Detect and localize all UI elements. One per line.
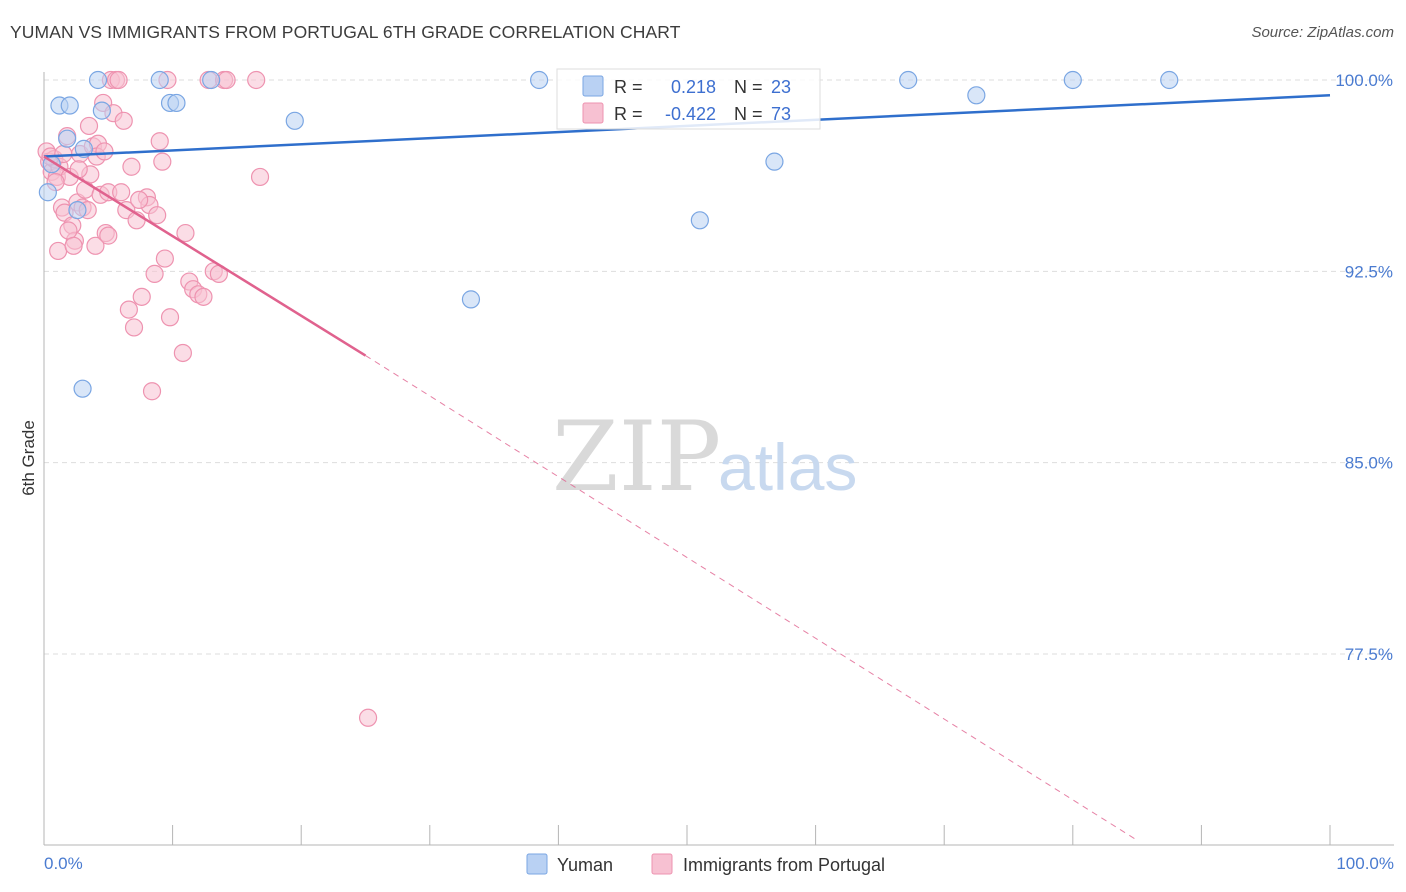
portugal-point-28 [109,70,128,90]
portugal-point-64 [79,116,99,136]
yuman-point-14 [285,111,304,130]
stats-yuman-r: 0.218 [671,77,716,97]
yuman-point-4 [58,129,77,148]
yuman-point-6 [92,101,111,120]
stats-legend: R = 0.218 N = 23 R = -0.422 N = 73 [556,68,821,130]
portugal-point-51 [194,287,213,306]
yuman-point-13 [202,70,221,90]
portugal-point-62 [59,221,78,240]
chart-title: YUMAN VS IMMIGRANTS FROM PORTUGAL 6TH GR… [10,22,681,42]
watermark-atlas: atlas [718,430,857,504]
portugal-point-19 [86,236,105,255]
portugal-point-33 [124,318,144,337]
source-label: Source: ZipAtlas.com [1251,24,1394,41]
portugal-trend-extension [365,355,1138,841]
stats-portugal-r: -0.422 [665,104,716,124]
portugal-point-31 [119,300,138,319]
grid-lines [44,79,1394,655]
y-tick-label-2: 85.0% [1345,454,1393,473]
portugal-point-38 [142,382,162,401]
y-tick-labels: 100.0% 92.5% 85.0% 77.5% [1335,71,1393,664]
yuman-point-12 [167,93,186,113]
yuman-points [38,70,1179,398]
portugal-point-68 [130,190,149,210]
y-axis-label: 6th Grade [19,420,38,496]
y-tick-label-1: 92.5% [1345,262,1393,281]
portugal-point-35 [132,287,151,306]
yuman-point-21 [1063,70,1082,90]
portugal-point-32 [122,157,141,176]
yuman-point-8 [68,201,87,220]
portugal-point-71 [95,142,114,161]
bottom-legend: Yuman Immigrants from Portugal [526,853,885,875]
yuman-point-17 [690,211,709,230]
portugal-point-15 [76,180,95,199]
stats-yuman-r-label: R = [614,77,643,97]
legend-label-portugal: Immigrants from Portugal [683,855,885,875]
y-tick-label-0: 100.0% [1335,71,1393,90]
legend-swatch-yuman [526,853,548,875]
portugal-point-67 [112,183,131,202]
stats-swatch-portugal [582,102,604,124]
portugal-trend-line [43,155,367,357]
yuman-point-19 [899,70,918,90]
yuman-point-18 [765,152,784,171]
y-tick-label-3: 77.5% [1345,645,1393,664]
stats-portugal-n-label: N = [734,104,763,124]
stats-yuman-n-label: N = [734,77,763,97]
portugal-point-58 [250,167,270,187]
portugal-point-57 [247,70,266,90]
portugal-point-39 [145,264,164,283]
legend-swatch-portugal [651,853,673,875]
yuman-point-20 [967,86,986,105]
stats-portugal-r-label: R = [614,104,643,124]
portugal-point-29 [114,111,133,130]
portugal-point-56 [217,70,236,90]
x-tick-label-100: 100.0% [1336,854,1394,873]
yuman-point-15 [461,290,481,309]
yuman-point-16 [530,70,549,90]
yuman-point-10 [150,70,169,90]
yuman-point-22 [1160,70,1179,90]
portugal-point-41 [150,132,169,151]
portugal-points [37,70,378,727]
yuman-point-0 [38,183,57,202]
x-tick-label-0: 0.0% [44,854,83,873]
x-ticks [43,825,1331,845]
axes [43,72,1394,846]
portugal-point-43 [155,249,174,268]
watermark: ZIP atlas [552,401,857,513]
portugal-point-42 [153,152,172,171]
portugal-point-59 [358,708,378,727]
portugal-point-40 [148,206,167,225]
legend-label-yuman: Yuman [557,855,613,875]
yuman-point-5 [88,70,108,90]
portugal-point-46 [173,343,192,363]
stats-swatch-yuman [582,75,604,97]
stats-portugal-n: 73 [771,104,791,124]
portugal-point-47 [176,223,195,243]
portugal-point-66 [99,226,118,245]
portugal-point-45 [160,308,180,327]
watermark-zip: ZIP [552,401,721,513]
yuman-point-3 [60,96,79,115]
portugal-point-70 [64,236,83,255]
yuman-point-9 [73,379,92,398]
portugal-point-61 [49,241,68,261]
stats-yuman-n: 23 [771,77,791,97]
yuman-point-7 [74,139,93,158]
